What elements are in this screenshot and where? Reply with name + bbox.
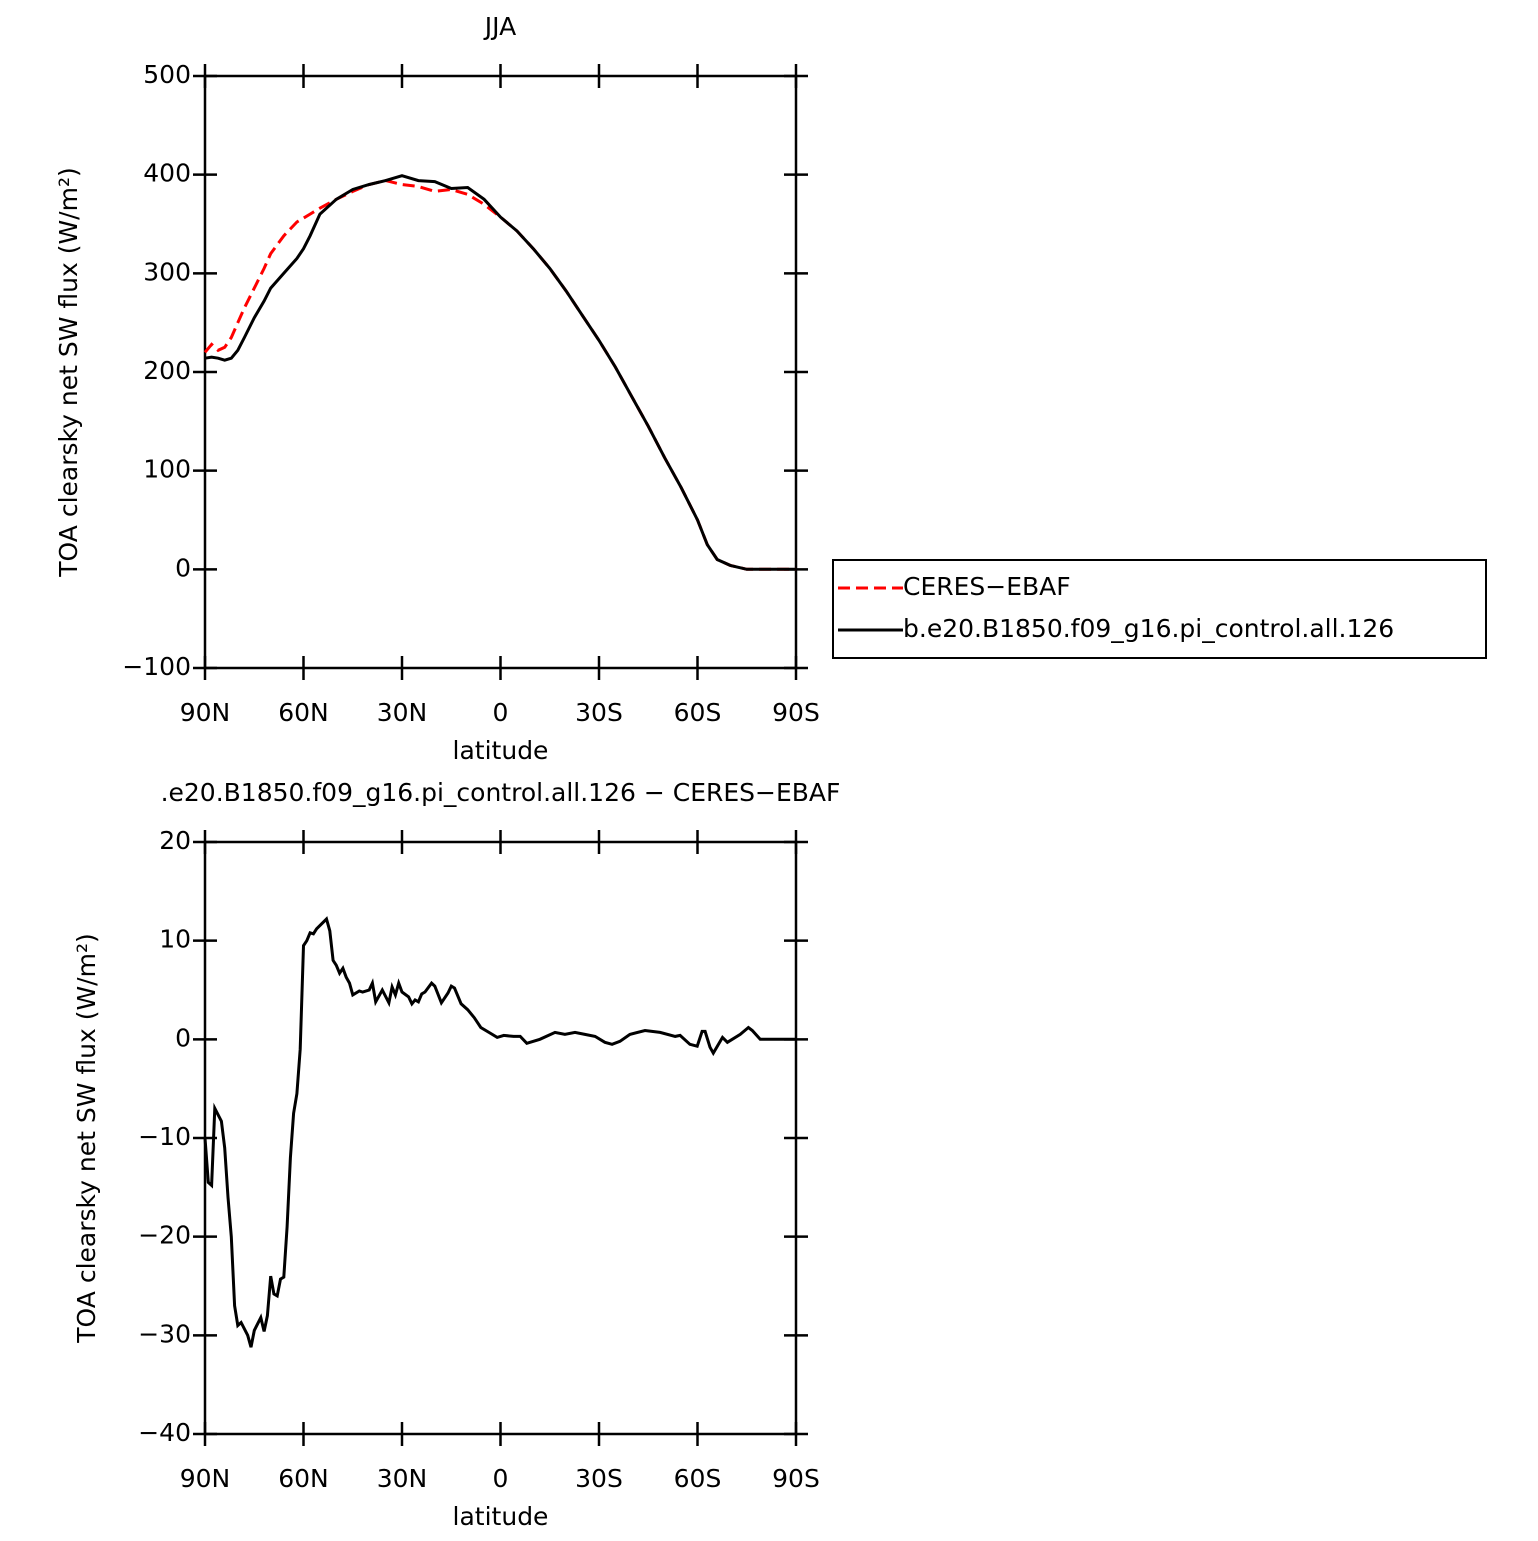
- x-tick-label: 30N: [377, 1464, 428, 1493]
- y-tick-label: 100: [143, 455, 191, 484]
- legend-label: b.e20.B1850.f09_g16.pi_control.all.126: [903, 614, 1394, 643]
- x-tick-label: 90N: [180, 698, 231, 727]
- y-tick-label: 400: [143, 159, 191, 188]
- x-tick-label: 60N: [278, 698, 329, 727]
- y-tick-label: −10: [138, 1122, 191, 1151]
- chart-title: JJA: [483, 12, 516, 41]
- x-tick-label: 30N: [377, 698, 428, 727]
- data-line: [204, 174, 796, 571]
- x-axis-label: latitude: [453, 1502, 549, 1531]
- plot-frame: [203, 74, 798, 670]
- x-tick-label: 90N: [180, 1464, 231, 1493]
- data-line: [203, 916, 796, 1348]
- y-tick-label: 200: [143, 356, 191, 385]
- chart-title: .e20.B1850.f09_g16.pi_control.all.126 − …: [161, 778, 841, 807]
- x-tick-label: 60N: [278, 1464, 329, 1493]
- y-tick-label: 500: [143, 60, 191, 89]
- y-tick-label: −100: [122, 652, 191, 681]
- x-tick-label: 90S: [772, 1464, 820, 1493]
- y-tick-label: 0: [175, 553, 191, 582]
- x-tick-label: 0: [493, 1464, 509, 1493]
- x-axis-label: latitude: [453, 736, 549, 765]
- y-tick-label: −20: [138, 1221, 191, 1250]
- plot-frame: [203, 840, 798, 1436]
- y-tick-label: −40: [138, 1418, 191, 1447]
- y-tick-label: 0: [175, 1023, 191, 1052]
- legend-label: CERES−EBAF: [903, 572, 1071, 601]
- y-tick-label: −30: [138, 1319, 191, 1348]
- x-tick-label: 0: [493, 698, 509, 727]
- y-tick-label: 300: [143, 257, 191, 286]
- x-tick-label: 30S: [575, 1464, 623, 1493]
- data-line: [203, 179, 796, 571]
- x-tick-label: 90S: [772, 698, 820, 727]
- x-tick-label: 60S: [674, 698, 722, 727]
- x-tick-label: 30S: [575, 698, 623, 727]
- y-tick-label: 20: [159, 826, 191, 855]
- y-axis-label: TOA clearsky net SW flux (W/m²): [72, 933, 101, 1343]
- y-tick-label: 10: [159, 925, 191, 954]
- x-tick-label: 60S: [674, 1464, 722, 1493]
- y-axis-label: TOA clearsky net SW flux (W/m²): [54, 167, 83, 577]
- legend-box: [832, 559, 1487, 659]
